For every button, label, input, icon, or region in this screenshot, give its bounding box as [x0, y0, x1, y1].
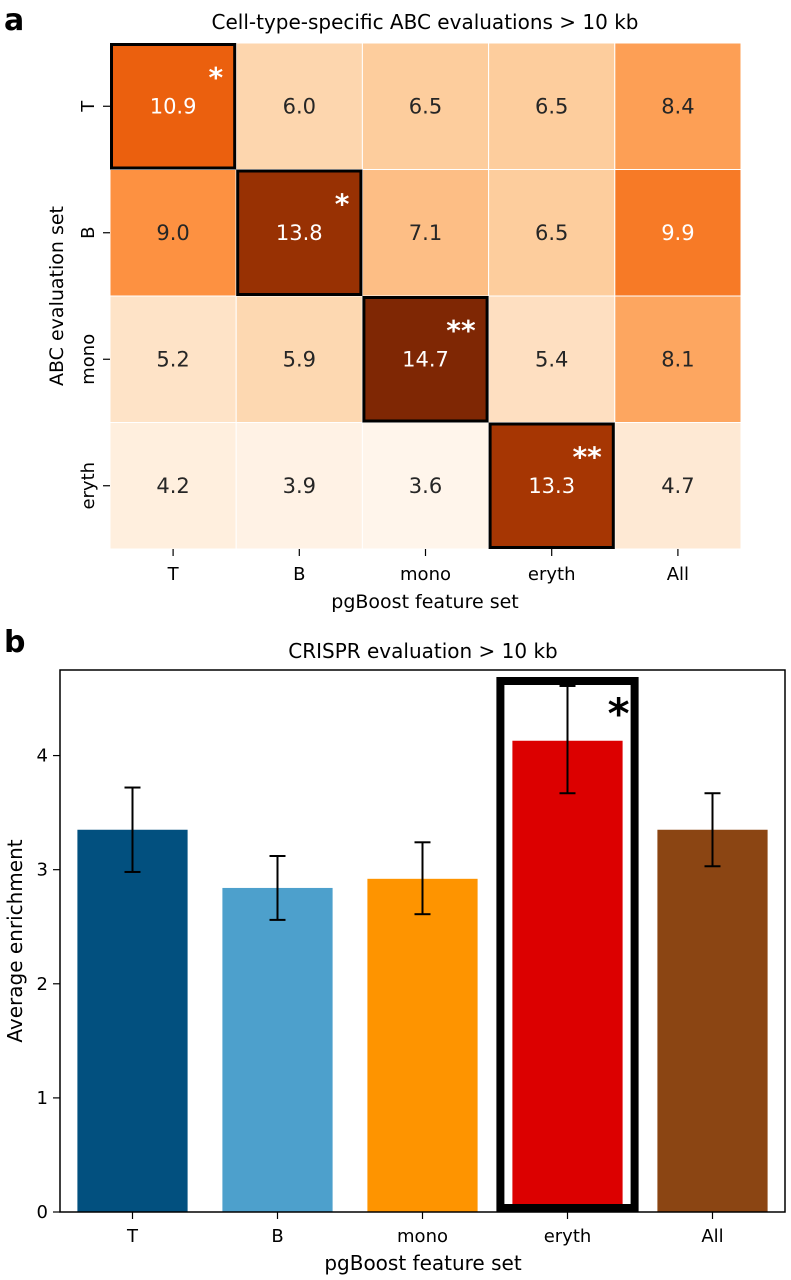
bar: [222, 887, 333, 1212]
heatmap-cell: [109, 422, 237, 550]
heatmap-highlights: ******: [110, 43, 615, 549]
y-tick-label: mono: [78, 334, 99, 385]
x-tick-label: B: [271, 1226, 283, 1247]
bar-chart-title: CRISPR evaluation > 10 kb: [288, 639, 558, 663]
bar-highlight: *: [496, 677, 639, 1212]
heatmap-cell: [235, 42, 363, 170]
heatmap-cell: [235, 422, 363, 550]
heatmap-cell: [109, 42, 237, 170]
heatmap-cell: [488, 422, 616, 550]
significance-marker: *: [608, 689, 630, 738]
heatmap-cell-value: 6.5: [535, 221, 568, 245]
heatmap-cell-value: 6.0: [283, 94, 316, 118]
heatmap-cell-value: 4.2: [156, 474, 189, 498]
heatmap-cell-value: 5.2: [156, 347, 189, 371]
heatmap-cell-value: 5.9: [283, 347, 316, 371]
y-tick-label: 0: [37, 1202, 48, 1223]
heatmap-highlight-box: [110, 43, 237, 170]
heatmap-cell-value: 4.7: [661, 474, 694, 498]
x-tick-label: mono: [400, 564, 451, 585]
y-tick-label: B: [78, 227, 99, 239]
heatmap-cell-value: 7.1: [409, 221, 442, 245]
heatmap-cell-value: 10.9: [150, 94, 197, 118]
x-tick-label: All: [701, 1226, 723, 1247]
bar: [367, 878, 478, 1212]
heatmap-cell-value: 3.9: [283, 474, 316, 498]
heatmap-cell-value: 8.4: [661, 94, 694, 118]
heatmap-cell-value: 9.0: [156, 221, 189, 245]
x-tick-label: T: [126, 1226, 139, 1247]
heatmap-cell: [614, 42, 742, 170]
heatmap-cell: [361, 169, 490, 297]
bar-y-ticks: 0 1 2 3 4: [37, 746, 60, 1223]
heatmap-cell-value: 13.3: [528, 474, 575, 498]
bar: [77, 829, 188, 1212]
y-tick-label: 1: [37, 1088, 48, 1109]
heatmap-cell: [361, 422, 490, 550]
significance-marker: *: [209, 61, 224, 94]
bars: [77, 740, 768, 1212]
highlight-box: [496, 677, 639, 1212]
x-tick-label: T: [167, 564, 180, 585]
heatmap-cell: [109, 169, 237, 297]
significance-marker: *: [335, 188, 350, 221]
x-tick-label: eryth: [528, 564, 576, 585]
panel-a: a Cell-type-specific ABC evaluations > 1…: [4, 3, 742, 613]
heatmap-cells: 10.9 6.0 6.5 6.5 8.4 9.0 13.8 7.1 6.5 9.9 5.2 5.9 14…: [109, 42, 742, 550]
heatmap-cell: [488, 295, 616, 423]
heatmap-highlight-box: [236, 169, 363, 296]
heatmap-highlight-box: [488, 422, 615, 549]
heatmap-cell-value: 3.6: [409, 474, 442, 498]
heatmap-cell-value: 8.1: [661, 347, 694, 371]
x-tick-label: All: [667, 564, 689, 585]
heatmap-cell-value: 13.8: [276, 221, 323, 245]
heatmap-cell: [235, 295, 363, 423]
heatmap-cell: [361, 42, 490, 170]
panel-b-letter: b: [4, 625, 25, 660]
x-tick-label: mono: [397, 1226, 448, 1247]
y-tick-label: 3: [37, 860, 48, 881]
y-tick-label: eryth: [78, 462, 99, 510]
bar: [512, 740, 623, 1212]
y-tick-label: 4: [37, 746, 48, 767]
bar-y-axis-label: Average enrichment: [3, 839, 27, 1042]
heatmap-cell-value: 6.5: [535, 94, 568, 118]
y-tick-label: 2: [37, 974, 48, 995]
heatmap-x-axis-label: pgBoost feature set: [331, 591, 518, 613]
heatmap-cell-value: 14.7: [402, 347, 449, 371]
heatmap-cell-value: 6.5: [409, 94, 442, 118]
heatmap-cell: [614, 295, 742, 423]
bar: [657, 829, 768, 1212]
heatmap-highlight-box: [362, 296, 489, 423]
heatmap-cell: [361, 295, 490, 423]
x-tick-label: eryth: [544, 1226, 592, 1247]
significance-marker: **: [446, 314, 476, 347]
y-tick-label: T: [78, 100, 99, 113]
panel-a-letter: a: [4, 3, 24, 38]
heatmap-cell-value: 5.4: [535, 347, 568, 371]
heatmap-cell: [235, 169, 363, 297]
error-bars: [124, 684, 721, 921]
heatmap-cell-value: 9.9: [661, 221, 694, 245]
bar-x-axis-label: pgBoost feature set: [324, 1251, 521, 1275]
heatmap-title: Cell-type-specific ABC evaluations > 10 …: [212, 10, 639, 34]
heatmap-y-axis-label: ABC evaluation set: [46, 206, 68, 386]
x-tick-label: B: [293, 564, 305, 585]
heatmap-cell: [488, 169, 616, 297]
significance-marker: **: [573, 441, 603, 474]
